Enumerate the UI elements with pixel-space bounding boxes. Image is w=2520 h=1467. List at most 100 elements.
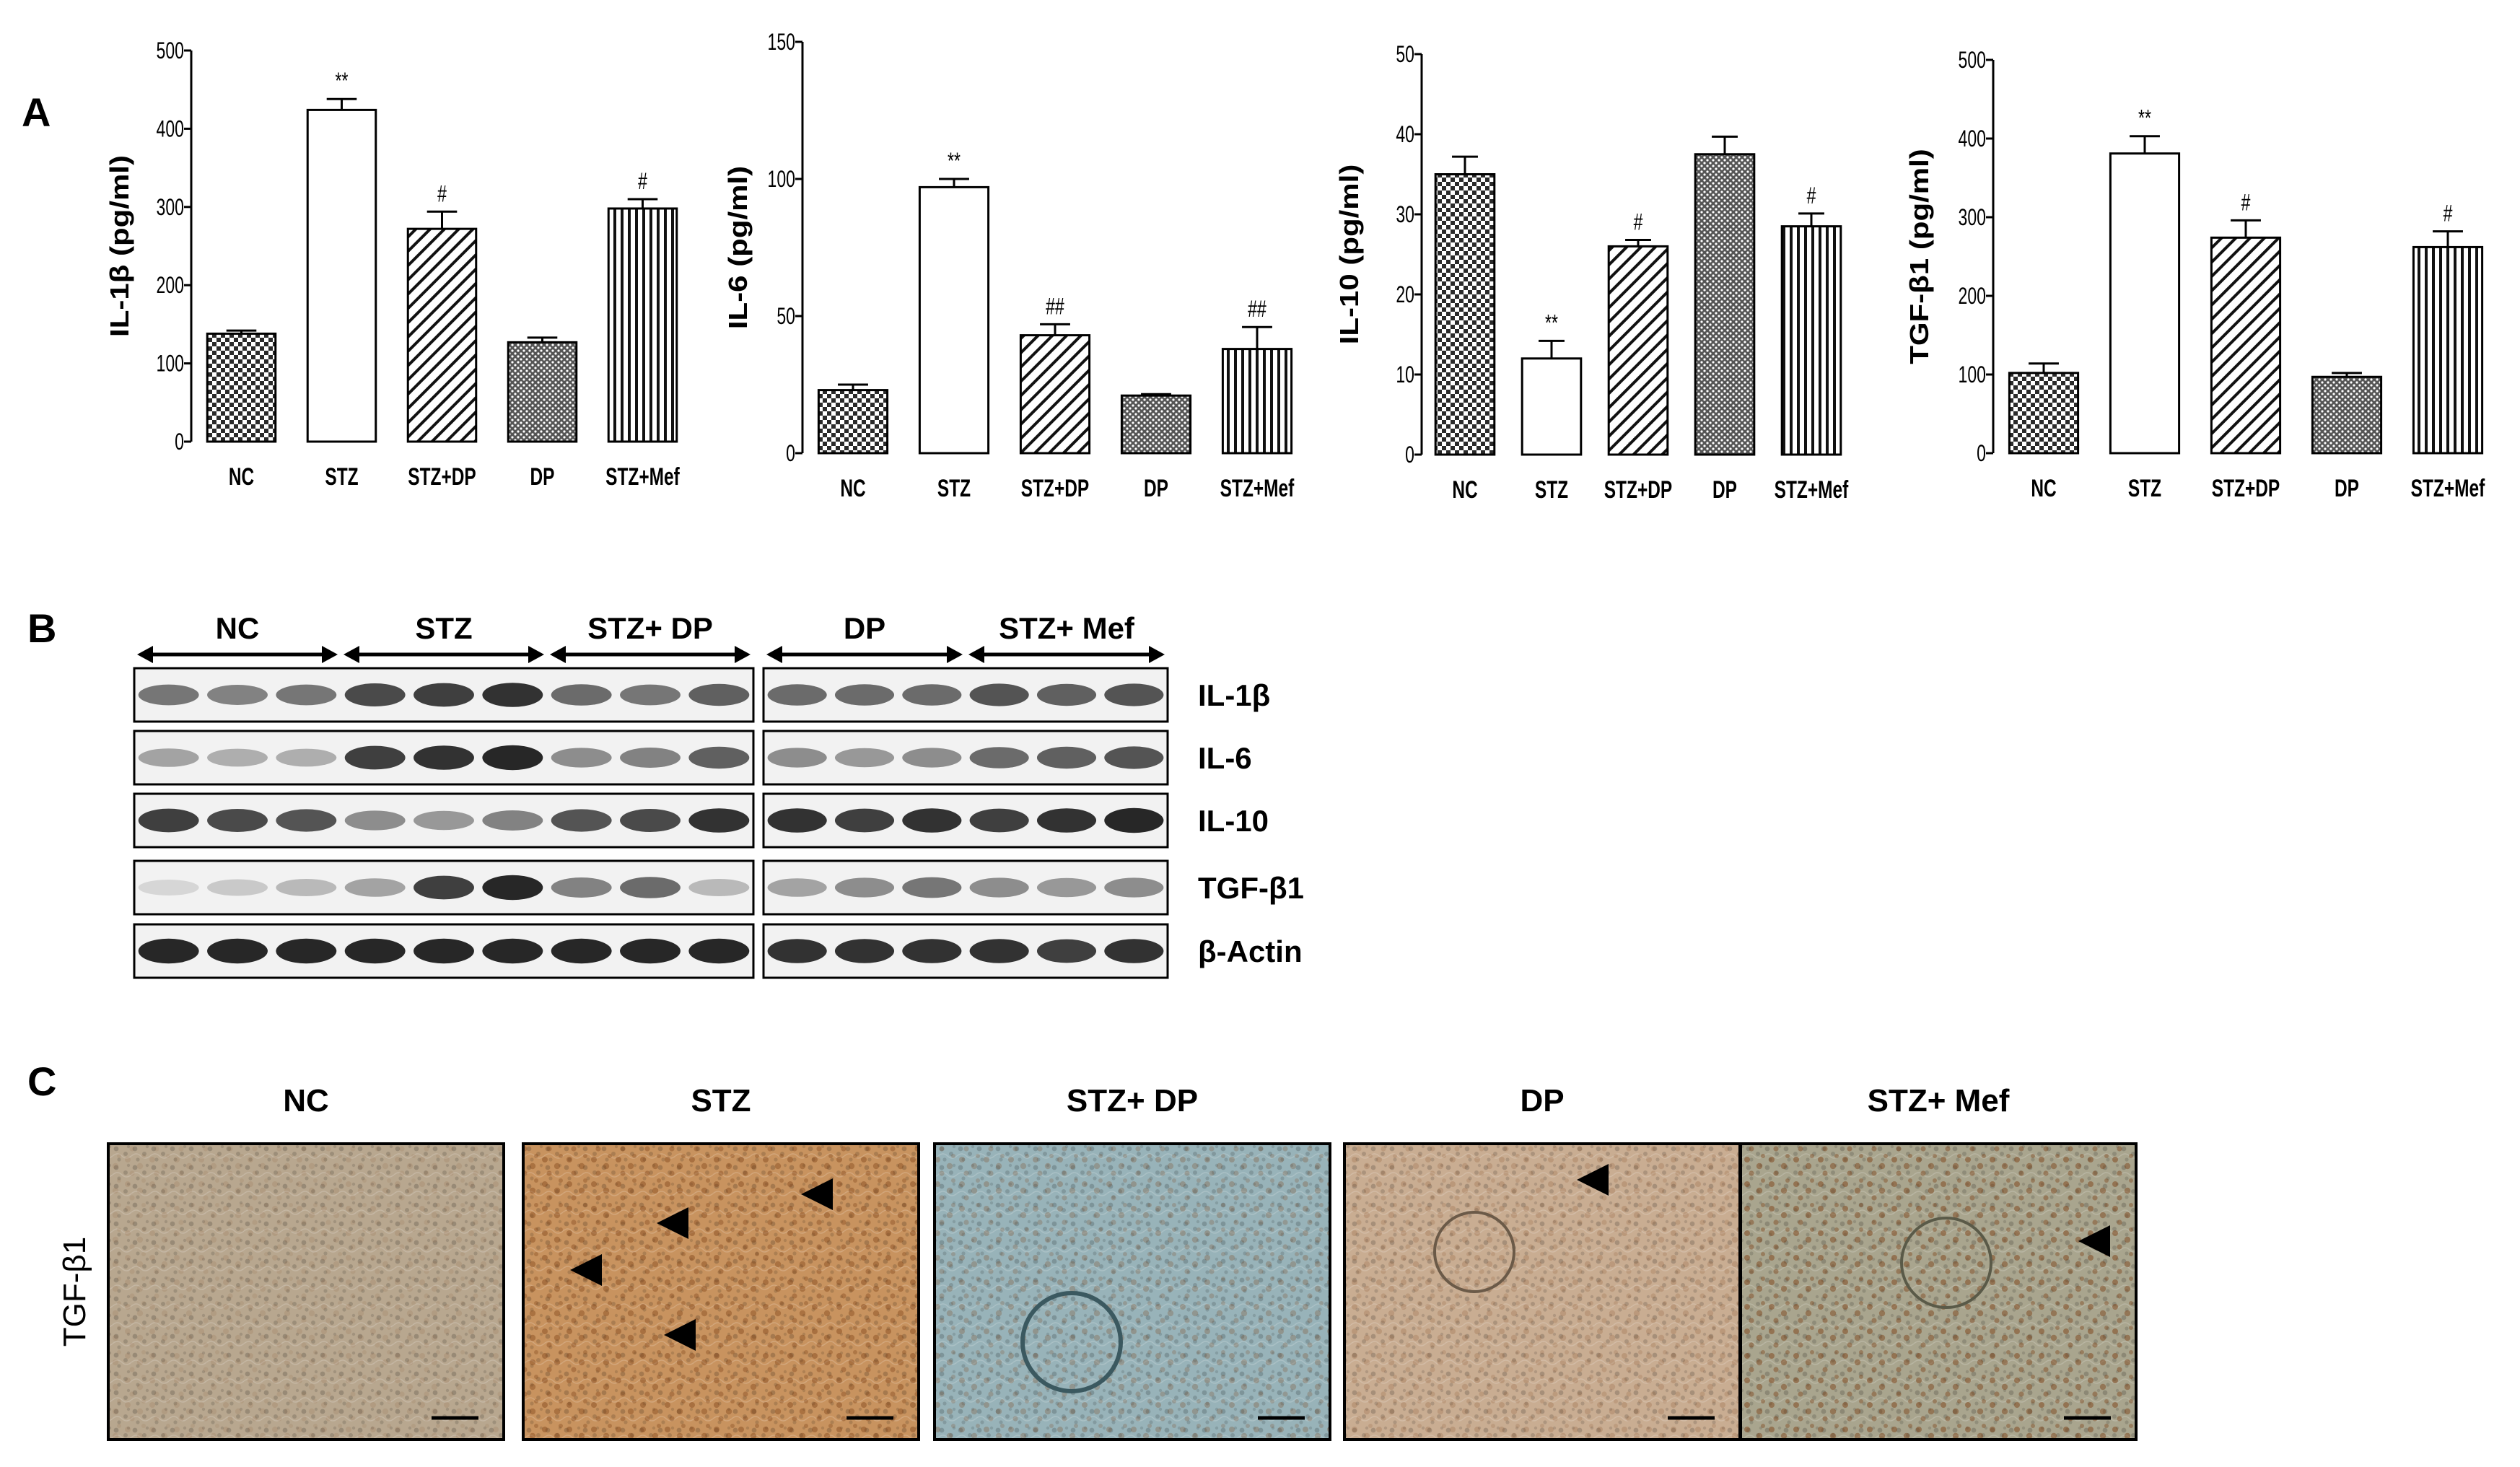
y-tick-label: 400 <box>157 116 184 142</box>
blot-band <box>1104 683 1164 706</box>
ihc-image-3 <box>933 1142 1331 1441</box>
ihc-column-label: STZ+ DP <box>1067 1083 1198 1118</box>
x-tick-label: DP <box>530 463 555 491</box>
bar-NC <box>2008 372 2080 455</box>
bar-STZ <box>918 185 990 455</box>
blot-band <box>276 684 337 706</box>
x-tick-label: STZ+DP <box>2212 475 2280 502</box>
blot-band <box>767 684 827 706</box>
arrow-head-right <box>735 646 751 663</box>
y-tick-label: 400 <box>1959 126 1986 152</box>
y-tick-label: 0 <box>1405 442 1414 468</box>
blot-band <box>207 685 268 705</box>
chart-4: 0 100 200 300 400 500 TGF-β1 (pg/ml) NC ** STZ # ST… <box>1906 47 2485 502</box>
blot-band <box>138 748 199 767</box>
blot-band <box>138 938 199 964</box>
arrow-head-left <box>344 646 359 663</box>
blot-band <box>834 748 895 768</box>
blot-band <box>620 684 681 706</box>
blot-band <box>414 810 474 831</box>
arrow-head-right <box>1149 646 1165 663</box>
blot-group-label: STZ+ DP <box>587 611 713 645</box>
ihc-column-label: DP <box>1520 1083 1564 1118</box>
x-tick-label: STZ <box>2128 475 2161 502</box>
y-tick-label: 300 <box>1959 204 1986 230</box>
glomerulus <box>1900 1217 1992 1309</box>
x-tick-label: DP <box>1712 476 1737 504</box>
y-tick-label: 150 <box>768 29 795 55</box>
blot-band <box>138 684 199 706</box>
panel-label-a: A <box>22 89 51 135</box>
blot-strip <box>762 923 1169 979</box>
tissue-nuclei <box>108 1144 504 1440</box>
blot-band <box>902 748 962 768</box>
arrow-head-left <box>137 646 153 663</box>
blot-band <box>902 808 962 833</box>
significance-mark: ## <box>1046 294 1064 320</box>
blot-band <box>969 808 1029 833</box>
y-tick-label: 200 <box>157 273 184 299</box>
tissue-nuclei <box>1741 1144 2136 1440</box>
blot-strip <box>762 792 1169 849</box>
y-tick-label: 0 <box>786 440 795 466</box>
image-frame <box>1739 1142 2138 1441</box>
significance-mark: ## <box>1248 297 1266 323</box>
blot-band <box>620 938 681 964</box>
ihc-image-5 <box>1739 1142 2138 1441</box>
x-tick-label: DP <box>2335 475 2359 502</box>
blot-group-label: STZ <box>415 611 472 645</box>
chart-3: 0 10 20 30 40 50 IL-10 (pg/ml) NC ** STZ # STZ+DP DP… <box>1336 41 1849 504</box>
bar-STZ+DP <box>406 227 478 443</box>
blot-strip <box>762 859 1169 916</box>
arrowhead-marker <box>664 1319 696 1351</box>
bar-STZ+Mef <box>1780 225 1842 456</box>
x-tick-label: STZ <box>325 463 358 491</box>
y-tick-label: 10 <box>1396 362 1414 387</box>
bar-NC <box>817 389 889 455</box>
blot-band <box>551 938 612 964</box>
blot-group-label: DP <box>844 611 885 645</box>
significance-mark: ** <box>2138 105 2151 131</box>
blot-band <box>688 808 750 833</box>
blot-group-label: NC <box>216 611 260 645</box>
blot-band <box>1036 877 1097 898</box>
blot-band <box>1104 746 1164 769</box>
ihc-row-label: TGF-β1 <box>57 1237 92 1346</box>
blot-band <box>551 809 612 832</box>
arrow-head-left <box>766 646 782 663</box>
blot-band <box>276 809 337 832</box>
x-tick-label: STZ+Mef <box>1220 475 1295 502</box>
blot-band <box>344 810 406 831</box>
ihc-image-4 <box>1343 1142 1741 1441</box>
blot-band <box>969 939 1029 963</box>
chart-2: 0 50 100 150 IL-6 (pg/ml) NC ** STZ ## STZ+DP DP ##… <box>725 29 1295 502</box>
blot-band <box>688 683 750 706</box>
blot-strip <box>762 730 1169 786</box>
y-axis-label: IL-6 (pg/ml) <box>725 166 753 329</box>
bar-STZ+Mef <box>607 207 678 443</box>
blot-band <box>414 745 474 770</box>
blot-band <box>834 684 895 706</box>
blot-band <box>902 877 962 898</box>
tissue-nuclei <box>523 1144 919 1440</box>
y-tick-label: 50 <box>776 303 795 329</box>
blot-band <box>482 745 543 771</box>
bar-STZ+Mef <box>2412 245 2484 455</box>
blot-band <box>1036 683 1097 706</box>
y-tick-label: 500 <box>1959 47 1986 73</box>
blot-band <box>276 748 337 767</box>
y-tick-label: 200 <box>1959 283 1986 309</box>
bar-STZ <box>1521 357 1583 456</box>
blot-band <box>344 878 406 897</box>
blot-band <box>551 877 612 898</box>
ihc-image-1 <box>107 1142 505 1441</box>
blot-band <box>276 879 337 896</box>
blot-band <box>344 938 406 964</box>
x-tick-label: STZ+DP <box>408 463 476 491</box>
y-tick-label: 100 <box>768 166 795 192</box>
blot-band <box>276 938 337 964</box>
blot-band <box>902 684 962 706</box>
significance-mark: # <box>2444 201 2453 227</box>
blot-band <box>834 877 895 898</box>
blot-band <box>344 745 406 770</box>
